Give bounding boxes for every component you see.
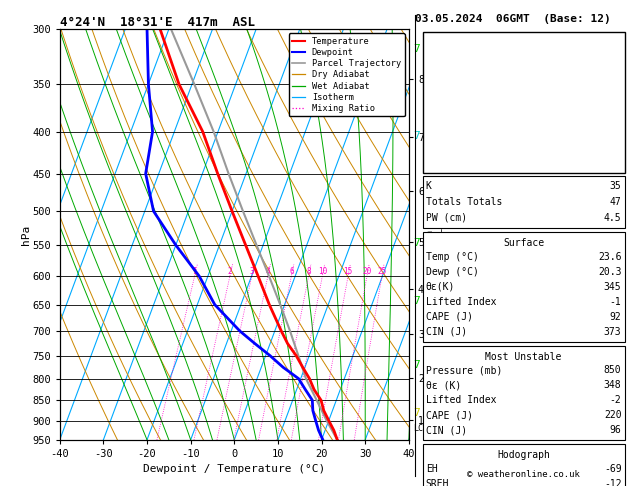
Text: 20.3: 20.3 xyxy=(598,267,621,277)
Text: 1: 1 xyxy=(192,267,197,276)
Text: 6: 6 xyxy=(289,267,294,276)
Text: 7: 7 xyxy=(414,238,420,248)
Text: kt: kt xyxy=(457,41,468,50)
Text: 35: 35 xyxy=(610,181,621,191)
Text: LCL: LCL xyxy=(413,424,428,433)
Text: Most Unstable: Most Unstable xyxy=(486,351,562,362)
Text: 96: 96 xyxy=(610,425,621,435)
Text: CIN (J): CIN (J) xyxy=(426,425,467,435)
Text: 7: 7 xyxy=(414,408,420,418)
Text: 25: 25 xyxy=(377,267,387,276)
Text: CAPE (J): CAPE (J) xyxy=(426,410,473,420)
Text: PW (cm): PW (cm) xyxy=(426,212,467,223)
Text: 850: 850 xyxy=(604,365,621,375)
Text: K: K xyxy=(426,181,431,191)
Text: EH: EH xyxy=(426,464,438,474)
Text: Lifted Index: Lifted Index xyxy=(426,395,496,405)
Text: 7: 7 xyxy=(414,44,420,53)
Text: 8: 8 xyxy=(306,267,311,276)
Text: 92: 92 xyxy=(610,312,621,322)
Text: 7: 7 xyxy=(414,296,420,306)
Text: 220: 220 xyxy=(604,410,621,420)
Text: 4.5: 4.5 xyxy=(604,212,621,223)
Text: 373: 373 xyxy=(604,327,621,337)
Text: Pressure (mb): Pressure (mb) xyxy=(426,365,502,375)
Text: 7: 7 xyxy=(414,131,420,141)
Text: SREH: SREH xyxy=(426,479,449,486)
Text: 10: 10 xyxy=(318,267,327,276)
Text: 7: 7 xyxy=(414,360,420,369)
Text: CIN (J): CIN (J) xyxy=(426,327,467,337)
Text: Hodograph: Hodograph xyxy=(497,450,550,460)
Text: 4°24'N  18°31'E  417m  ASL: 4°24'N 18°31'E 417m ASL xyxy=(60,16,255,29)
Text: -2: -2 xyxy=(610,395,621,405)
Text: © weatheronline.co.uk: © weatheronline.co.uk xyxy=(467,469,580,479)
Text: 345: 345 xyxy=(604,282,621,292)
Text: θε(K): θε(K) xyxy=(426,282,455,292)
Text: 15: 15 xyxy=(343,267,353,276)
X-axis label: Dewpoint / Temperature (°C): Dewpoint / Temperature (°C) xyxy=(143,465,325,474)
Text: 2: 2 xyxy=(228,267,232,276)
Text: CAPE (J): CAPE (J) xyxy=(426,312,473,322)
Text: 3: 3 xyxy=(250,267,254,276)
Text: Temp (°C): Temp (°C) xyxy=(426,252,479,262)
Text: Lifted Index: Lifted Index xyxy=(426,297,496,307)
Text: θε (K): θε (K) xyxy=(426,380,461,390)
Legend: Temperature, Dewpoint, Parcel Trajectory, Dry Adiabat, Wet Adiabat, Isotherm, Mi: Temperature, Dewpoint, Parcel Trajectory… xyxy=(289,34,404,116)
Text: Surface: Surface xyxy=(503,238,544,248)
Text: 03.05.2024  06GMT  (Base: 12): 03.05.2024 06GMT (Base: 12) xyxy=(415,14,611,24)
Text: -12: -12 xyxy=(604,479,621,486)
Text: 4: 4 xyxy=(265,267,270,276)
Y-axis label: hPa: hPa xyxy=(21,225,31,244)
Text: 47: 47 xyxy=(610,197,621,207)
Text: Totals Totals: Totals Totals xyxy=(426,197,502,207)
Text: -69: -69 xyxy=(604,464,621,474)
Text: -1: -1 xyxy=(610,297,621,307)
Text: 348: 348 xyxy=(604,380,621,390)
Text: 20: 20 xyxy=(362,267,372,276)
Text: 23.6: 23.6 xyxy=(598,252,621,262)
Text: Dewp (°C): Dewp (°C) xyxy=(426,267,479,277)
Y-axis label: km
ASL: km ASL xyxy=(425,226,445,243)
